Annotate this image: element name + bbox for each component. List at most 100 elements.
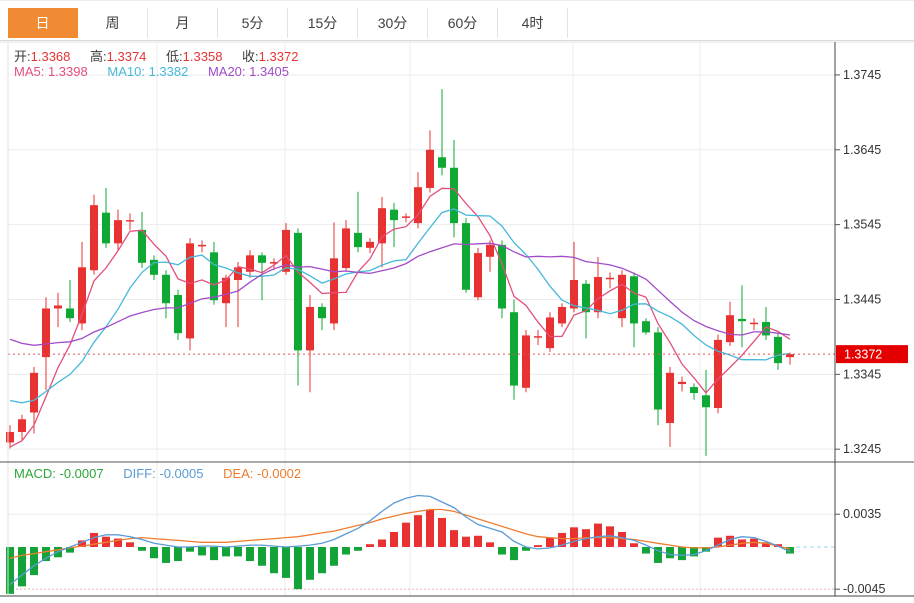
tab-日[interactable]: 日 bbox=[8, 8, 78, 38]
macd-histogram-bar bbox=[270, 547, 278, 574]
period-tab-bar: 日周月 5分 15分 30分 60分 4时 bbox=[0, 0, 914, 41]
macd-histogram-bar bbox=[642, 547, 650, 554]
macd-histogram-bar bbox=[162, 547, 170, 563]
candle-body bbox=[606, 277, 614, 280]
tab-30分[interactable]: 30分 bbox=[358, 8, 428, 38]
macd-histogram-bar bbox=[210, 547, 218, 561]
candle-body bbox=[714, 339, 722, 409]
macd-histogram-bar bbox=[702, 547, 710, 552]
macd-histogram-bar bbox=[222, 547, 230, 557]
macd-histogram-bar bbox=[606, 526, 614, 547]
macd-histogram-bar bbox=[558, 532, 566, 547]
macd-histogram-bar bbox=[522, 547, 530, 551]
macd-histogram-bar bbox=[630, 543, 638, 547]
ma20-line bbox=[9, 242, 791, 346]
high-value: 1.3374 bbox=[106, 49, 147, 64]
candle-body bbox=[450, 167, 458, 224]
candle-body bbox=[498, 244, 506, 309]
candle-body bbox=[738, 318, 746, 322]
candle-body bbox=[186, 243, 194, 339]
candle-body bbox=[522, 335, 530, 388]
macd-histogram-bar bbox=[294, 547, 302, 590]
macd-histogram-bar bbox=[450, 530, 458, 547]
candle-body bbox=[702, 395, 710, 408]
macd-label: MACD: bbox=[14, 466, 56, 481]
macd-histogram-bar bbox=[726, 535, 734, 547]
period-tabs: 日周月 5分 15分 30分 60分 4时 bbox=[8, 8, 568, 38]
macd-histogram-bar bbox=[6, 547, 14, 594]
tab-4时[interactable]: 4时 bbox=[498, 8, 568, 38]
axis-label: 1.3645 bbox=[843, 143, 881, 157]
ma10-value: 1.3382 bbox=[148, 64, 189, 79]
ma-legend: MA5: 1.3398 MA10: 1.3382 MA20: 1.3405 bbox=[14, 64, 305, 79]
ma5-value: 1.3398 bbox=[47, 64, 88, 79]
candle-body bbox=[138, 229, 146, 263]
candle-body bbox=[198, 244, 206, 247]
macd-histogram-bar bbox=[618, 532, 626, 547]
candle-body bbox=[234, 267, 242, 281]
macd-histogram-bar bbox=[138, 547, 146, 551]
macd-histogram-bar bbox=[474, 535, 482, 547]
open-value: 1.3368 bbox=[30, 49, 71, 64]
ma20-label: MA20: bbox=[207, 64, 246, 79]
candle-body bbox=[246, 255, 254, 272]
macd-histogram-bar bbox=[426, 509, 434, 547]
macd-histogram-bar bbox=[18, 547, 26, 587]
macd-histogram-bar bbox=[354, 547, 362, 551]
tab-15分[interactable]: 15分 bbox=[288, 8, 358, 38]
low-label: 低: bbox=[166, 49, 183, 64]
candle-body bbox=[510, 312, 518, 386]
tab-5分[interactable]: 5分 bbox=[218, 8, 288, 38]
macd-histogram-bar bbox=[198, 547, 206, 556]
candle-body bbox=[426, 149, 434, 188]
candle-body bbox=[18, 419, 26, 432]
candle-body bbox=[654, 332, 662, 410]
candle-body bbox=[282, 229, 290, 272]
macd-histogram-bar bbox=[90, 532, 98, 547]
candle-body bbox=[30, 372, 38, 413]
candle-body bbox=[750, 322, 758, 325]
axis-label: 1.3745 bbox=[843, 68, 881, 82]
last-price-tag bbox=[836, 345, 908, 364]
axis-label: -0.0045 bbox=[843, 582, 885, 596]
candle-body bbox=[318, 306, 326, 319]
macd-histogram-bar bbox=[690, 547, 698, 557]
tab-60分[interactable]: 60分 bbox=[428, 8, 498, 38]
candle-body bbox=[726, 315, 734, 343]
close-label: 收: bbox=[242, 49, 259, 64]
ma5-label: MA5: bbox=[14, 64, 45, 79]
macd-histogram-bar bbox=[594, 523, 602, 547]
open-label: 开: bbox=[14, 49, 31, 64]
candle-body bbox=[222, 277, 230, 304]
candle-body bbox=[786, 354, 794, 358]
close-value: 1.3372 bbox=[258, 49, 299, 64]
candle-body bbox=[690, 387, 698, 394]
macd-histogram-bar bbox=[66, 547, 74, 553]
candle-body bbox=[66, 308, 74, 319]
macd-histogram-bar bbox=[114, 538, 122, 547]
candle-body bbox=[78, 267, 86, 324]
candle-body bbox=[546, 317, 554, 349]
macd-histogram-bar bbox=[234, 547, 242, 557]
macd-value: -0.0007 bbox=[59, 466, 104, 481]
candle-body bbox=[378, 208, 386, 244]
candle-body bbox=[570, 280, 578, 309]
macd-histogram-bar bbox=[666, 547, 674, 559]
candle-body bbox=[390, 209, 398, 221]
dea-value: -0.0002 bbox=[257, 466, 302, 481]
candle-body bbox=[210, 252, 218, 301]
dea-line bbox=[9, 508, 791, 559]
candle-body bbox=[438, 157, 446, 168]
candle-body bbox=[6, 431, 14, 443]
tab-周[interactable]: 周 bbox=[78, 8, 148, 38]
macd-histogram-bar bbox=[462, 536, 470, 547]
low-value: 1.3358 bbox=[182, 49, 223, 64]
candle-body bbox=[558, 306, 566, 324]
macd-histogram-bar bbox=[366, 544, 374, 547]
macd-histogram-bar bbox=[414, 515, 422, 547]
tab-月[interactable]: 月 bbox=[148, 8, 218, 38]
candle-body bbox=[762, 321, 770, 336]
candle-body bbox=[630, 276, 638, 324]
